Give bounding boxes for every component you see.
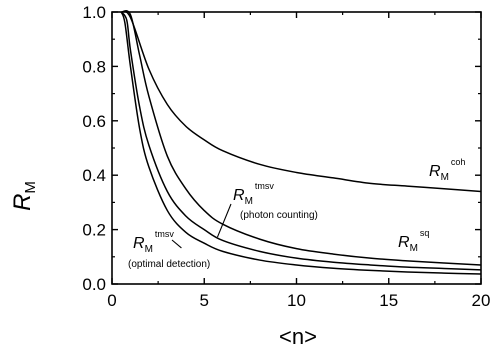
series-line-tmsv-optimal-detection bbox=[120, 11, 482, 275]
label-tmsv-optimal-detection-sub: M bbox=[145, 244, 153, 255]
label-coh-main: R bbox=[429, 163, 441, 180]
x-tick-label-2: 10 bbox=[287, 291, 306, 310]
series-line-sq bbox=[121, 10, 482, 266]
plot-frame bbox=[111, 11, 482, 285]
x-tick-label-3: 15 bbox=[379, 291, 398, 310]
label-sq-sup: sq bbox=[420, 228, 430, 238]
x-tick-label-1: 5 bbox=[200, 291, 209, 310]
series-layer bbox=[120, 10, 482, 275]
label-tmsv-optimal-detection: RMtmsv (optimal detection) bbox=[128, 229, 210, 270]
label-sq-text: RMsq bbox=[398, 228, 429, 254]
label-tmsv-photon-counting-sup: tmsv bbox=[255, 181, 274, 191]
label-coh-sub: M bbox=[441, 172, 449, 183]
label-tmsv-photon-counting-note: (photon counting) bbox=[240, 210, 318, 221]
label-tmsv-photon-counting-main: R bbox=[233, 187, 245, 204]
y-tick-label-4: 0.8 bbox=[82, 57, 106, 76]
y-tick-label-5: 1.0 bbox=[82, 3, 106, 22]
label-tmsv-optimal-detection-text: RMtmsv bbox=[133, 229, 174, 255]
series-line-tmsv-photon-counting bbox=[120, 11, 482, 271]
x-tick-label-0: 0 bbox=[107, 291, 116, 310]
label-sq-main: R bbox=[398, 234, 410, 251]
label-tmsv-photon-counting-text: RMtmsv bbox=[233, 181, 274, 207]
leader-line-tmsv-photon-counting bbox=[216, 203, 232, 238]
plot-area: 0 5 10 15 20 0.0 0.2 0.4 0.6 0.8 1.0 bbox=[82, 3, 490, 310]
label-tmsv-optimal-detection-main: R bbox=[133, 235, 145, 252]
label-coh-text: RMcoh bbox=[429, 157, 465, 183]
y-axis-label: RM bbox=[9, 181, 39, 211]
y-axis-label-main: R bbox=[9, 194, 36, 211]
label-coh: RMcoh bbox=[429, 157, 465, 183]
y-tick-label-1: 0.2 bbox=[82, 221, 106, 240]
label-sq: RMsq bbox=[398, 228, 429, 254]
label-tmsv-optimal-detection-sup: tmsv bbox=[155, 229, 174, 239]
x-tick-label-4: 20 bbox=[472, 291, 491, 310]
y-tick-label-2: 0.4 bbox=[82, 166, 106, 185]
label-sq-sub: M bbox=[410, 243, 418, 254]
series-line-coh bbox=[120, 10, 482, 193]
label-tmsv-photon-counting-sub: M bbox=[245, 196, 253, 207]
leader-line-tmsv-optimal-detection bbox=[171, 239, 182, 249]
label-tmsv-photon-counting: RMtmsv (photon counting) bbox=[233, 181, 318, 221]
y-axis-label-sub: M bbox=[22, 181, 39, 194]
label-coh-sup: coh bbox=[451, 157, 466, 167]
label-tmsv-optimal-detection-note: (optimal detection) bbox=[128, 259, 210, 270]
x-axis-label: <n> bbox=[279, 324, 317, 349]
y-tick-label-0: 0.0 bbox=[82, 275, 106, 294]
y-tick-label-3: 0.6 bbox=[82, 112, 106, 131]
